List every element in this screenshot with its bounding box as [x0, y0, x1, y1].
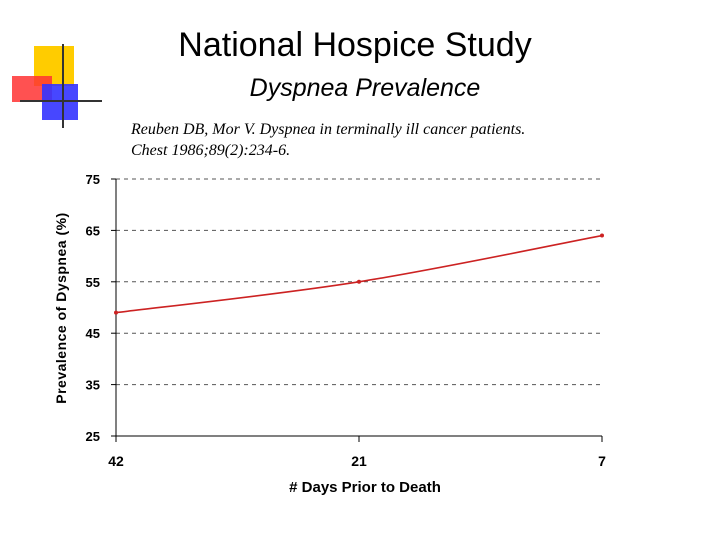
x-axis-label: # Days Prior to Death [289, 479, 441, 496]
decorative-square-blue [42, 84, 78, 120]
page-subtitle: Dyspnea Prevalence [249, 74, 481, 102]
x-tick-label: 7 [598, 453, 606, 469]
y-tick-label: 65 [86, 223, 100, 238]
y-tick-label: 75 [86, 172, 100, 187]
y-tick-label: 55 [86, 275, 100, 290]
data-point [600, 233, 604, 238]
decorative-vertical-line [62, 44, 64, 128]
decorative-horizontal-line [20, 100, 102, 102]
data-point [114, 310, 118, 315]
page-title: National Hospice Study [178, 26, 532, 64]
data-point [357, 279, 361, 284]
y-tick-label: 35 [86, 378, 100, 393]
series-layer [114, 233, 604, 315]
citation-line-1: Reuben DB, Mor V. Dyspnea in terminally … [131, 121, 526, 138]
citation-line-2: Chest 1986;89(2):234-6. [131, 142, 291, 159]
y-axis-label: Prevalence of Dyspnea (%) [53, 212, 69, 403]
y-tick-label: 45 [86, 326, 100, 341]
x-tick-label: 42 [108, 453, 124, 469]
y-tick-label: 25 [86, 429, 100, 444]
series-line [115, 234, 603, 314]
citation: Reuben DB, Mor V. Dyspnea in terminally … [131, 119, 651, 161]
tick-labels: 75 65 55 45 35 25 42 21 7 [86, 172, 607, 469]
x-tick-label: 21 [351, 453, 367, 469]
axes [111, 178, 603, 442]
